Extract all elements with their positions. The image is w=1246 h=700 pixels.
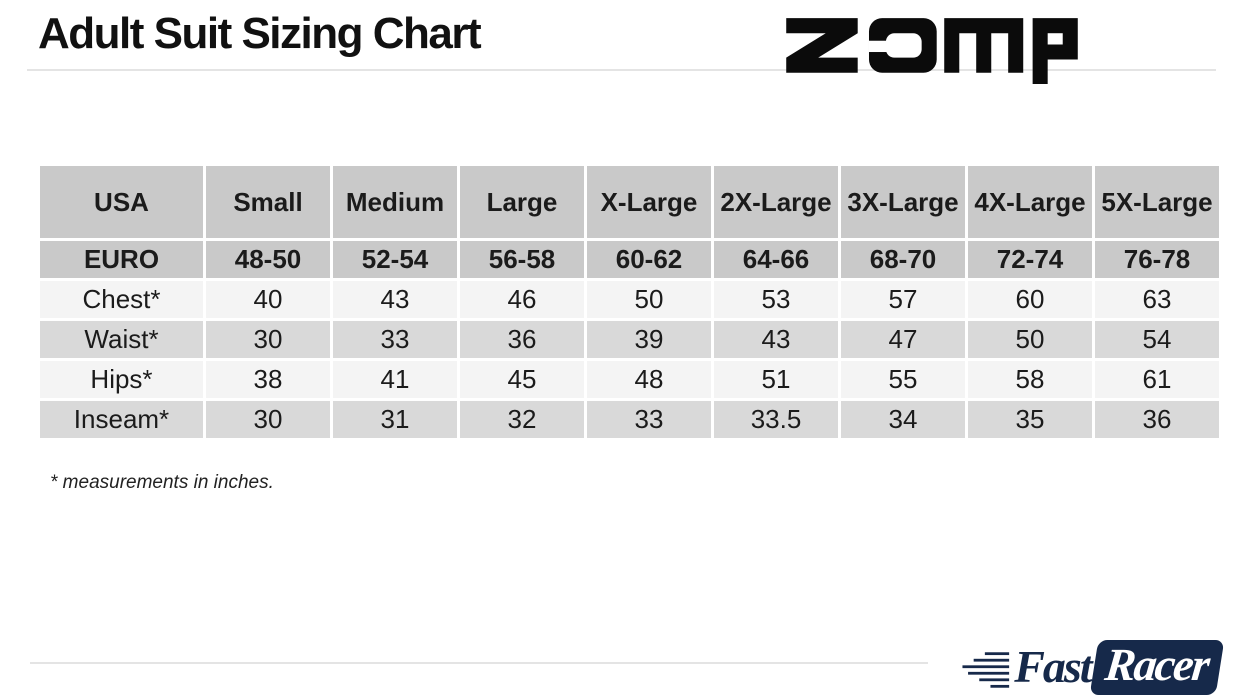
table-cell: 32: [457, 398, 587, 441]
table-row: Waist* 30 33 36 39 43 47 50 54: [37, 318, 1222, 361]
table-cell: 63: [1092, 278, 1222, 321]
table-row: Chest* 40 43 46 50 53 57 60 63: [37, 278, 1222, 321]
column-header: 4X-Large: [965, 163, 1095, 241]
table-cell: 43: [711, 318, 841, 361]
row-label: Chest*: [37, 278, 206, 321]
column-header: Medium: [330, 163, 460, 241]
column-header: 5X-Large: [1092, 163, 1222, 241]
table-cell: 31: [330, 398, 460, 441]
table-cell: 50: [965, 318, 1095, 361]
footnote: * measurements in inches.: [50, 472, 274, 493]
table-cell: 56-58: [457, 238, 587, 281]
table-cell: 76-78: [1092, 238, 1222, 281]
column-header: Large: [457, 163, 587, 241]
table-row: EURO 48-50 52-54 56-58 60-62 64-66 68-70 72-74 7…: [37, 238, 1222, 281]
table-cell: 53: [711, 278, 841, 321]
fastracer-logo: Fast Racer: [955, 636, 1225, 698]
speed-lines-icon: [962, 652, 1010, 688]
table-cell: 39: [584, 318, 714, 361]
table-cell: 50: [584, 278, 714, 321]
table-cell: 52-54: [330, 238, 460, 281]
column-header: 2X-Large: [711, 163, 841, 241]
table-cell: 47: [838, 318, 968, 361]
column-header: Small: [203, 163, 333, 241]
table-cell: 48-50: [203, 238, 333, 281]
column-header: USA: [37, 163, 206, 241]
table-cell: 30: [203, 318, 333, 361]
row-label: Inseam*: [37, 398, 206, 441]
table-cell: 35: [965, 398, 1095, 441]
table-cell: 54: [1092, 318, 1222, 361]
table-cell: 33: [584, 398, 714, 441]
row-label: EURO: [37, 238, 206, 281]
table-cell: 40: [203, 278, 333, 321]
fastracer-racer-box: Racer: [1089, 638, 1225, 695]
table-cell: 34: [838, 398, 968, 441]
zamp-logo: [786, 18, 1078, 84]
table-cell: 61: [1092, 358, 1222, 401]
row-label: Waist*: [37, 318, 206, 361]
table-cell: 57: [838, 278, 968, 321]
table-cell: 45: [457, 358, 587, 401]
table-cell: 41: [330, 358, 460, 401]
table-cell: 38: [203, 358, 333, 401]
table-cell: 33: [330, 318, 460, 361]
sizing-table: USA Small Medium Large X-Large 2X-Large 3X-Lar…: [37, 163, 1222, 441]
table-cell: 64-66: [711, 238, 841, 281]
table-row: Hips* 38 41 45 48 51 55 58 61: [37, 358, 1222, 401]
table-cell: 43: [330, 278, 460, 321]
table-cell: 58: [965, 358, 1095, 401]
fastracer-fast-text: Fast: [1014, 641, 1092, 692]
table-cell: 36: [457, 318, 587, 361]
footer-divider: [30, 662, 928, 664]
table-cell: 60-62: [584, 238, 714, 281]
header-row: USA Small Medium Large X-Large 2X-Large 3X-Lar…: [37, 163, 1222, 241]
table-cell: 72-74: [965, 238, 1095, 281]
table-cell: 36: [1092, 398, 1222, 441]
row-label: Hips*: [37, 358, 206, 401]
table-cell: 30: [203, 398, 333, 441]
table-cell: 46: [457, 278, 587, 321]
fastracer-racer-text: Racer: [1102, 638, 1211, 690]
column-header: 3X-Large: [838, 163, 968, 241]
table-cell: 51: [711, 358, 841, 401]
page-title: Adult Suit Sizing Chart: [38, 9, 482, 58]
table-cell: 33.5: [711, 398, 841, 441]
header-divider: [27, 69, 1216, 71]
sizing-table-body: EURO 48-50 52-54 56-58 60-62 64-66 68-70 72-74 7…: [37, 238, 1222, 441]
table-cell: 60: [965, 278, 1095, 321]
table-row: Inseam* 30 31 32 33 33.5 34 35 36: [37, 398, 1222, 441]
table-cell: 48: [584, 358, 714, 401]
table-cell: 55: [838, 358, 968, 401]
table-cell: 68-70: [838, 238, 968, 281]
column-header: X-Large: [584, 163, 714, 241]
